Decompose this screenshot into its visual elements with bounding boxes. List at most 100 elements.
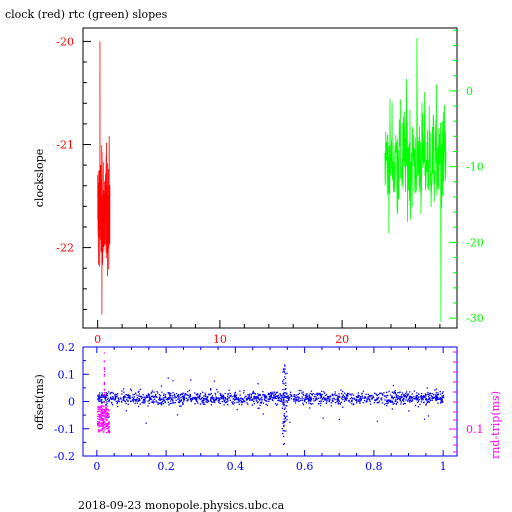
- offset-point: [243, 392, 245, 394]
- offset-point: [213, 401, 215, 404]
- offset-point: [204, 403, 206, 406]
- offset-point: [409, 401, 411, 403]
- roundtrip-point: [99, 415, 102, 418]
- top-x-tick-label: 20: [335, 333, 349, 346]
- offset-point: [111, 402, 113, 404]
- offset-point: [428, 401, 430, 403]
- offset-point: [434, 396, 436, 398]
- offset-point: [149, 397, 152, 399]
- roundtrip-point: [103, 420, 105, 422]
- offset-point: [203, 395, 205, 397]
- offset-point: [174, 402, 176, 404]
- roundtrip-point: [105, 413, 107, 415]
- offset-point: [293, 395, 295, 397]
- offset-point: [376, 397, 378, 399]
- offset-point: [436, 399, 438, 401]
- offset-point: [328, 401, 330, 403]
- offset-point: [405, 397, 407, 399]
- roundtrip-point: [99, 421, 101, 423]
- offset-point: [361, 395, 363, 398]
- roundtrip-point: [97, 423, 99, 425]
- roundtrip-point: [97, 411, 99, 413]
- roundtrip-point: [106, 419, 108, 422]
- offset-point: [182, 397, 184, 399]
- offset-point: [158, 398, 160, 401]
- offset-point: [228, 397, 230, 399]
- roundtrip-point: [107, 428, 109, 430]
- offset-point: [437, 393, 439, 396]
- offset-point: [145, 422, 147, 424]
- offset-point: [411, 396, 413, 398]
- offset-point: [136, 398, 138, 400]
- offset-point: [279, 397, 281, 400]
- offset-point: [106, 394, 109, 397]
- offset-point: [160, 399, 162, 401]
- offset-point: [327, 397, 329, 399]
- bottom-right-axis-label: rnd-trip(ms): [489, 391, 502, 459]
- offset-point: [306, 397, 308, 399]
- offset-point: [260, 402, 262, 404]
- offset-point: [132, 394, 134, 396]
- roundtrip-spike-point: [103, 382, 105, 384]
- offset-point: [332, 400, 334, 403]
- offset-point: [301, 396, 303, 398]
- roundtrip-point: [98, 408, 100, 410]
- offset-point: [440, 393, 442, 395]
- offset-point: [199, 398, 201, 401]
- offset-point: [268, 393, 271, 395]
- offset-point: [137, 405, 140, 408]
- offset-point: [136, 394, 138, 396]
- offset-spike-point: [284, 364, 286, 366]
- offset-point: [134, 393, 136, 395]
- offset-point: [128, 396, 130, 398]
- offset-point: [407, 400, 409, 402]
- offset-point: [287, 395, 289, 397]
- offset-point: [206, 396, 208, 398]
- offset-point: [425, 404, 427, 406]
- offset-point: [281, 396, 283, 398]
- offset-point: [159, 394, 162, 397]
- offset-point: [276, 391, 278, 394]
- offset-point: [349, 393, 351, 395]
- roundtrip-point: [97, 406, 99, 408]
- offset-point: [150, 398, 152, 400]
- offset-point: [194, 392, 196, 394]
- offset-point: [421, 396, 424, 398]
- offset-point: [101, 392, 103, 394]
- offset-point: [149, 394, 151, 396]
- offset-point: [332, 394, 334, 396]
- offset-point: [216, 388, 218, 391]
- offset-point: [124, 400, 126, 402]
- offset-point: [116, 395, 118, 397]
- offset-point: [340, 389, 342, 391]
- offset-point: [306, 393, 308, 395]
- offset-spike-point: [284, 365, 286, 367]
- offset-point: [184, 393, 186, 395]
- offset-spike-point: [285, 388, 287, 390]
- offset-point: [349, 401, 351, 403]
- offset-point: [392, 403, 394, 405]
- offset-point: [421, 397, 424, 400]
- offset-point: [272, 396, 275, 398]
- offset-point: [106, 393, 109, 395]
- offset-spike-point: [281, 428, 283, 430]
- offset-point: [370, 398, 373, 400]
- offset-point: [429, 397, 431, 399]
- offset-point: [320, 396, 322, 398]
- offset-point: [179, 405, 181, 407]
- offset-point: [298, 400, 300, 402]
- offset-point: [290, 393, 292, 396]
- roundtrip-point: [103, 419, 105, 421]
- offset-point: [136, 402, 138, 404]
- offset-point: [294, 396, 296, 398]
- offset-spike-point: [283, 413, 285, 415]
- offset-point: [352, 394, 355, 396]
- offset-point: [307, 399, 309, 401]
- offset-point: [218, 397, 220, 399]
- offset-point: [214, 394, 217, 396]
- offset-point: [236, 401, 238, 403]
- offset-point: [414, 404, 417, 407]
- offset-point: [439, 397, 442, 399]
- offset-point: [236, 397, 238, 399]
- offset-point: [310, 396, 312, 399]
